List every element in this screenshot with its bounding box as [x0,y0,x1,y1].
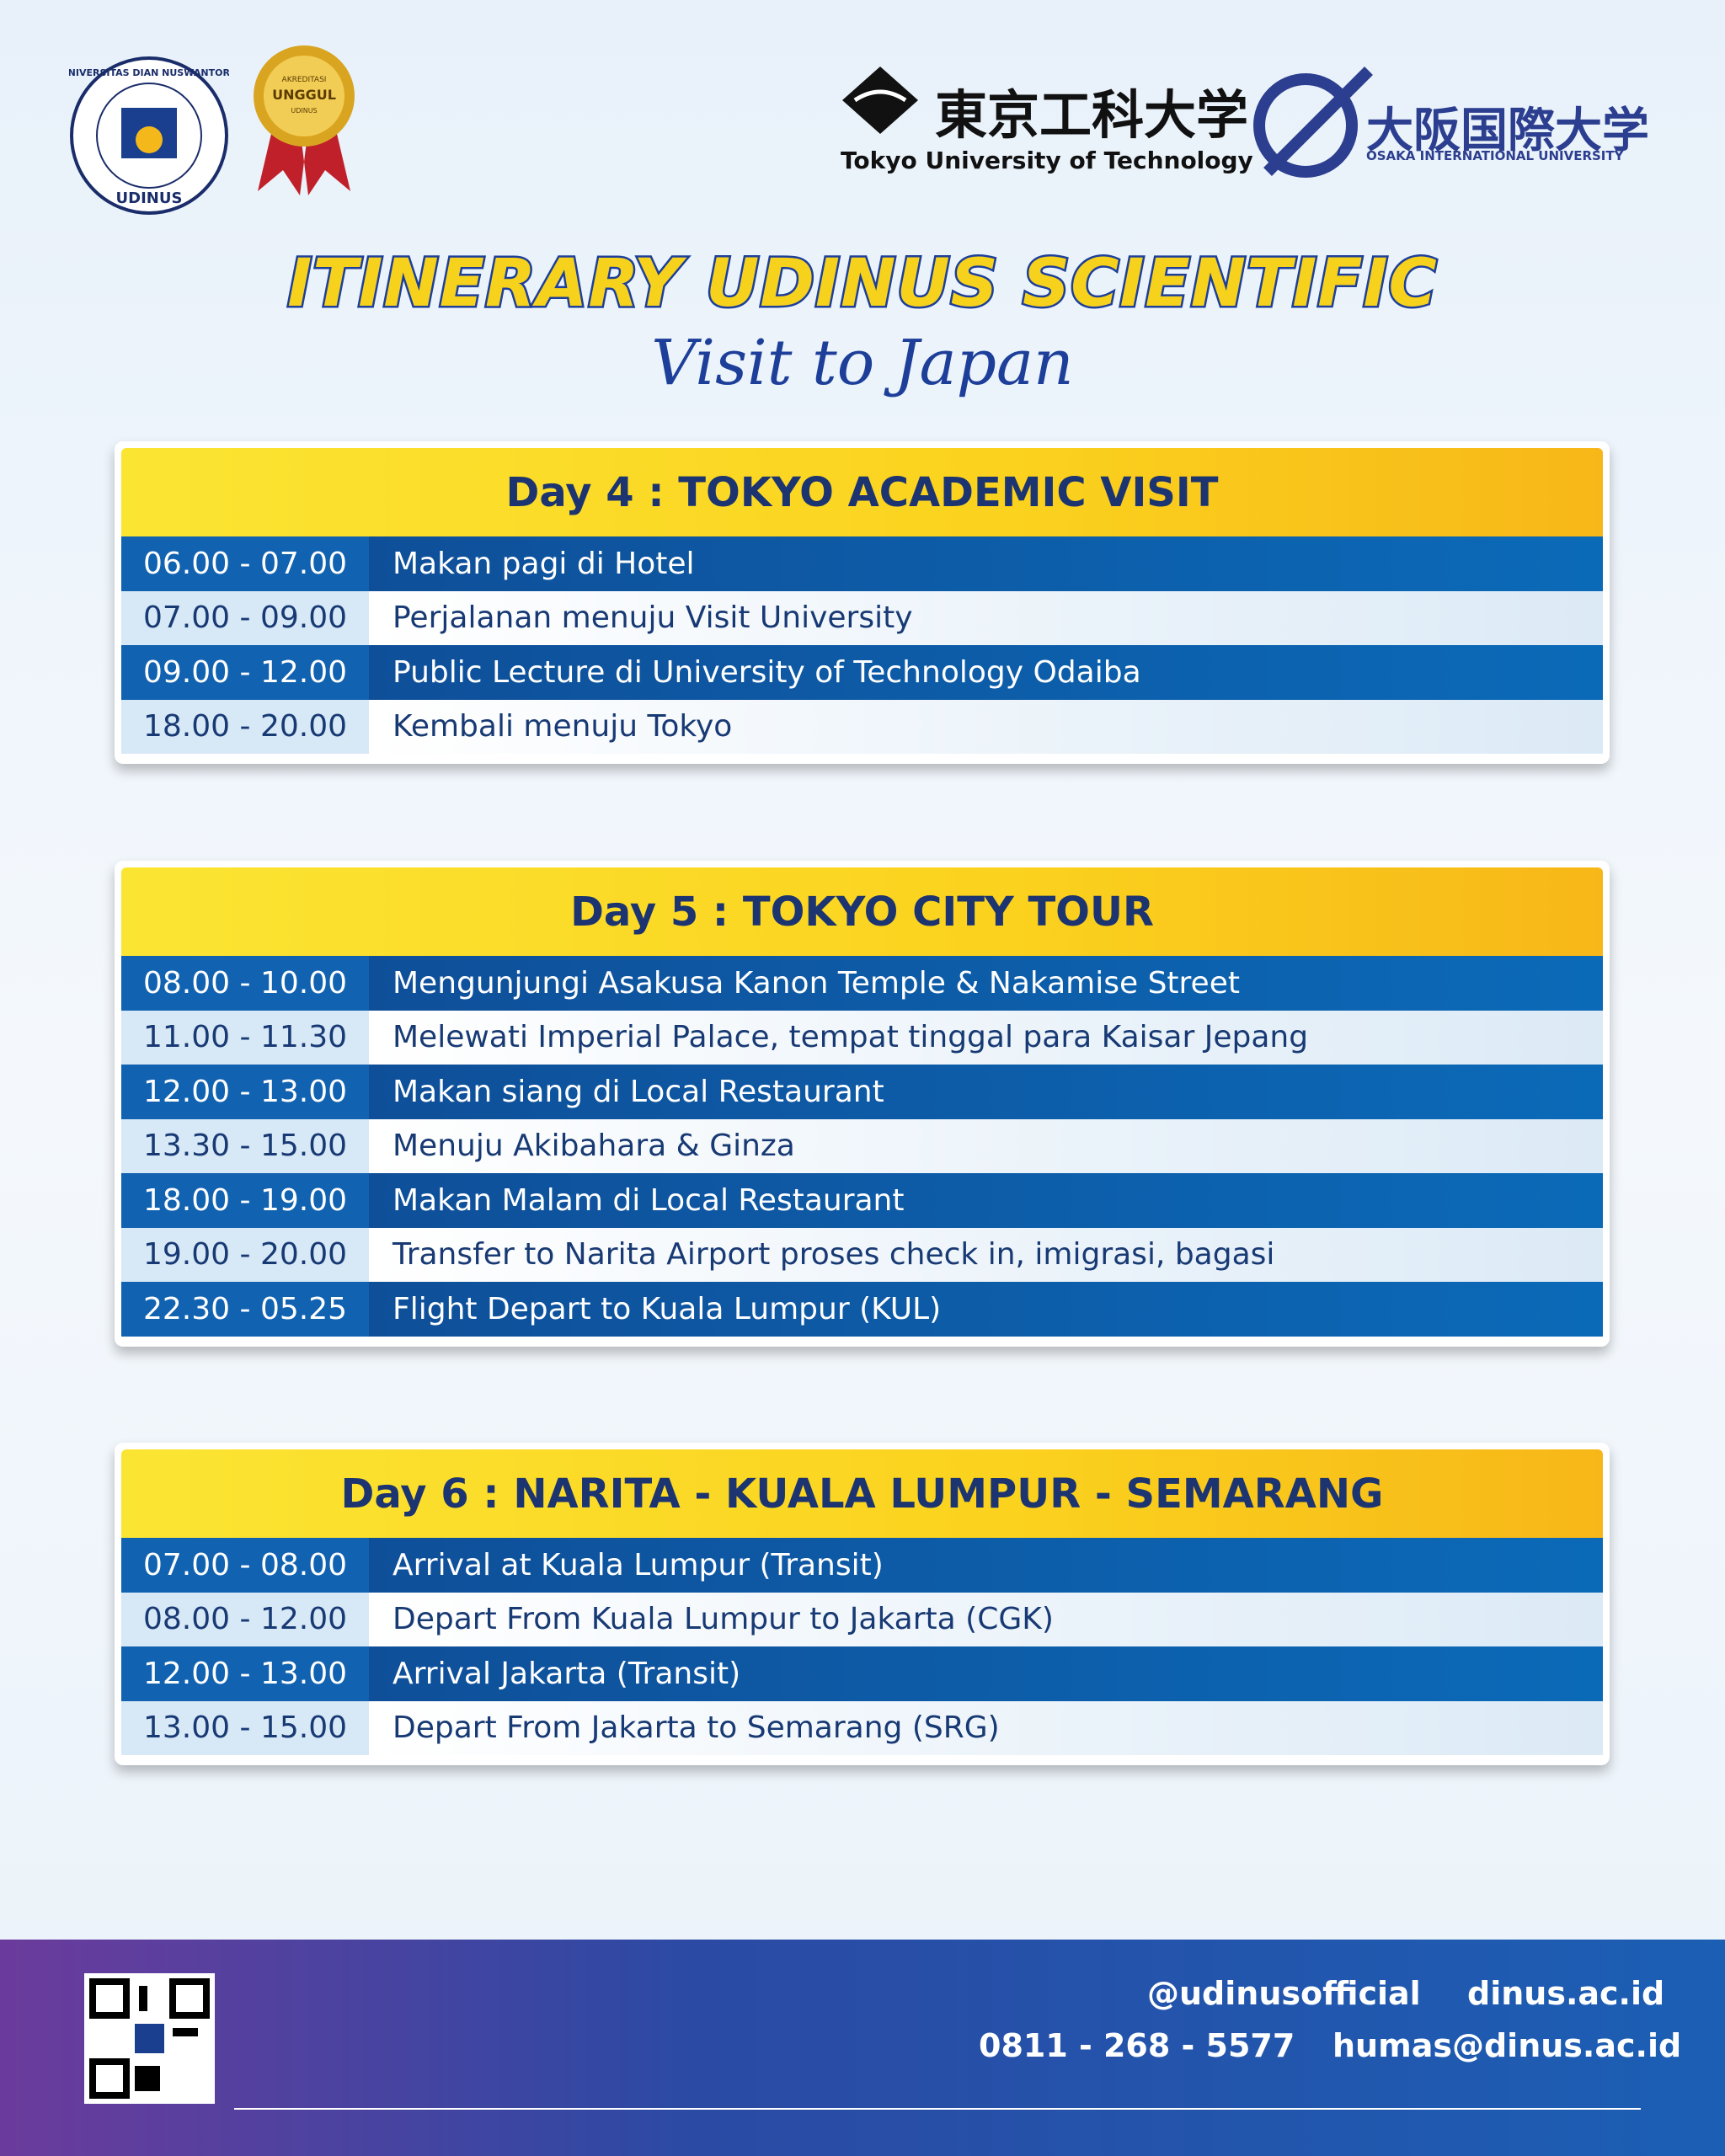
badge-bottom: UDINUS [291,107,317,115]
time: 08.00 - 10.00 [121,956,369,1011]
activity: Perjalanan menuju Visit University [369,590,1603,645]
time: 11.00 - 11.30 [121,1010,369,1065]
osaka-jp: 大阪国際大学 [1366,104,1649,158]
time: 08.00 - 12.00 [121,1592,369,1646]
schedule-row: 09.00 - 12.00 Public Lecture di Universit… [121,645,1603,700]
activity: Public Lecture di University of Technolo… [369,645,1603,700]
schedule-row: 13.30 - 15.00 Menuju Akibahara & Ginza [121,1118,1603,1173]
udinus-name: UDINUS [116,189,183,207]
time: 06.00 - 07.00 [121,536,369,591]
day-card: Day 6 : NARITA - KUALA LUMPUR - SEMARANG… [115,1443,1610,1765]
subtitle: Visit to Japan [651,327,1074,399]
schedule-row: 07.00 - 09.00 Perjalanan menuju Visit Uni… [121,590,1603,645]
schedule-row: 07.00 - 08.00 Arrival at Kuala Lumpur (Tr… [121,1538,1603,1593]
email[interactable]: humas@dinus.ac.id [1332,2027,1682,2064]
day-title: Day 6 : NARITA - KUALA LUMPUR - SEMARANG [121,1449,1603,1538]
time: 12.00 - 13.00 [121,1065,369,1119]
activity: Arrival Jakarta (Transit) [369,1646,1603,1701]
accreditation-badge: AKREDITASI UNGGUL UDINUS [254,45,355,195]
activity: Kembali menuju Tokyo [369,699,1603,754]
schedule-row: 18.00 - 19.00 Makan Malam di Local Restau… [121,1173,1603,1228]
osaka-emblem [1253,67,1373,178]
time: 12.00 - 13.00 [121,1646,369,1701]
day-title: Day 4 : TOKYO ACADEMIC VISIT [121,448,1603,536]
tokyo-emblem [842,67,918,134]
activity: Transfer to Narita Airport proses check … [369,1227,1603,1282]
time: 18.00 - 19.00 [121,1173,369,1228]
ring-text: UNIVERSITAS DIAN NUSWANTORO [69,67,229,78]
time: 22.30 - 05.25 [121,1282,369,1337]
activity: Makan siang di Local Restaurant [369,1065,1603,1119]
activity: Melewati Imperial Palace, tempat tinggal… [369,1010,1603,1065]
footer-rule [234,2108,1641,2110]
badge-top: AKREDITASI [282,76,327,84]
activity: Makan Malam di Local Restaurant [369,1173,1603,1228]
time: 09.00 - 12.00 [121,645,369,700]
activity: Depart From Jakarta to Semarang (SRG) [369,1700,1603,1755]
day-card: Day 5 : TOKYO CITY TOUR 08.00 - 10.00 Meng… [115,861,1610,1347]
footer: @udinusofficial dinus.ac.id 0811 - 268 -… [0,1940,1725,2156]
schedule-row: 19.00 - 20.00 Transfer to Narita Airport … [121,1227,1603,1282]
phone[interactable]: 0811 - 268 - 5577 [979,2027,1295,2064]
udinus-logo: UNIVERSITAS DIAN NUSWANTORO UDINUS [69,56,229,215]
qr-code [84,1973,215,2104]
badge-main: UNGGUL [272,87,336,103]
schedule-row: 22.30 - 05.25 Flight Depart to Kuala Lump… [121,1282,1603,1337]
time: 07.00 - 09.00 [121,590,369,645]
website[interactable]: dinus.ac.id [1467,1975,1665,2012]
schedule-row: 06.00 - 07.00 Makan pagi di Hotel [121,536,1603,591]
time: 07.00 - 08.00 [121,1538,369,1593]
time: 18.00 - 20.00 [121,699,369,754]
schedule-row: 11.00 - 11.30 Melewati Imperial Palace, t… [121,1010,1603,1065]
activity: Flight Depart to Kuala Lumpur (KUL) [369,1282,1603,1337]
time: 13.00 - 15.00 [121,1700,369,1755]
social-handle[interactable]: @udinusofficial [1147,1975,1421,2012]
activity: Makan pagi di Hotel [369,536,1603,591]
schedule-row: 08.00 - 10.00 Mengunjungi Asakusa Kanon T… [121,956,1603,1011]
activity: Depart From Kuala Lumpur to Jakarta (CGK… [369,1592,1603,1646]
tokyo-en: Tokyo University of Technology [841,147,1253,174]
time: 19.00 - 20.00 [121,1227,369,1282]
schedule-row: 13.00 - 15.00 Depart From Jakarta to Sema… [121,1700,1603,1755]
day-card: Day 4 : TOKYO ACADEMIC VISIT 06.00 - 07.0… [115,441,1610,764]
schedule-row: 12.00 - 13.00 Makan siang di Local Restau… [121,1065,1603,1119]
osaka-en: OSAKA INTERNATIONAL UNIVERSITY [1366,148,1624,163]
activity: Mengunjungi Asakusa Kanon Temple & Nakam… [369,956,1603,1011]
schedule-row: 12.00 - 13.00 Arrival Jakarta (Transit) [121,1646,1603,1701]
schedule-row: 08.00 - 12.00 Depart From Kuala Lumpur to… [121,1592,1603,1646]
day-title: Day 5 : TOKYO CITY TOUR [121,867,1603,956]
tokyo-jp: 東京工科大学 [935,84,1249,146]
time: 13.30 - 15.00 [121,1118,369,1173]
activity: Arrival at Kuala Lumpur (Transit) [369,1538,1603,1593]
schedule-row: 18.00 - 20.00 Kembali menuju Tokyo [121,699,1603,754]
activity: Menuju Akibahara & Ginza [369,1118,1603,1173]
title: ITINERARY UDINUS SCIENTIFIC [286,244,1439,324]
